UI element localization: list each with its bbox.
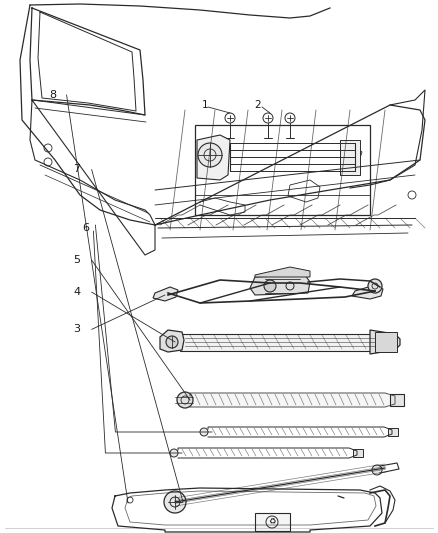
Text: 1: 1 (201, 100, 208, 110)
Bar (353, 449, 363, 457)
Polygon shape (197, 135, 230, 180)
Text: 2: 2 (254, 100, 261, 110)
Text: 3: 3 (73, 325, 80, 334)
Text: 5: 5 (73, 255, 80, 265)
Polygon shape (153, 287, 178, 301)
Bar (195, 125, 370, 215)
Circle shape (368, 279, 382, 293)
Text: 4: 4 (73, 287, 80, 297)
Circle shape (264, 280, 276, 292)
Circle shape (198, 143, 222, 167)
Polygon shape (370, 330, 400, 354)
Polygon shape (352, 285, 383, 299)
Bar (390, 394, 404, 406)
Bar (340, 140, 360, 175)
Text: 8: 8 (49, 90, 56, 100)
Polygon shape (250, 275, 310, 295)
Bar (375, 332, 397, 352)
Text: ♻: ♻ (268, 518, 276, 527)
Bar (255, 513, 290, 531)
Polygon shape (190, 393, 395, 407)
Circle shape (177, 392, 193, 408)
Bar (388, 428, 398, 436)
Circle shape (170, 449, 178, 457)
Circle shape (200, 428, 208, 436)
Polygon shape (160, 330, 184, 352)
Polygon shape (255, 267, 310, 277)
Circle shape (164, 491, 186, 513)
Text: 6: 6 (82, 223, 89, 233)
Circle shape (166, 336, 178, 348)
Bar (180, 334, 375, 351)
Circle shape (372, 465, 382, 475)
Text: 7: 7 (73, 165, 80, 174)
